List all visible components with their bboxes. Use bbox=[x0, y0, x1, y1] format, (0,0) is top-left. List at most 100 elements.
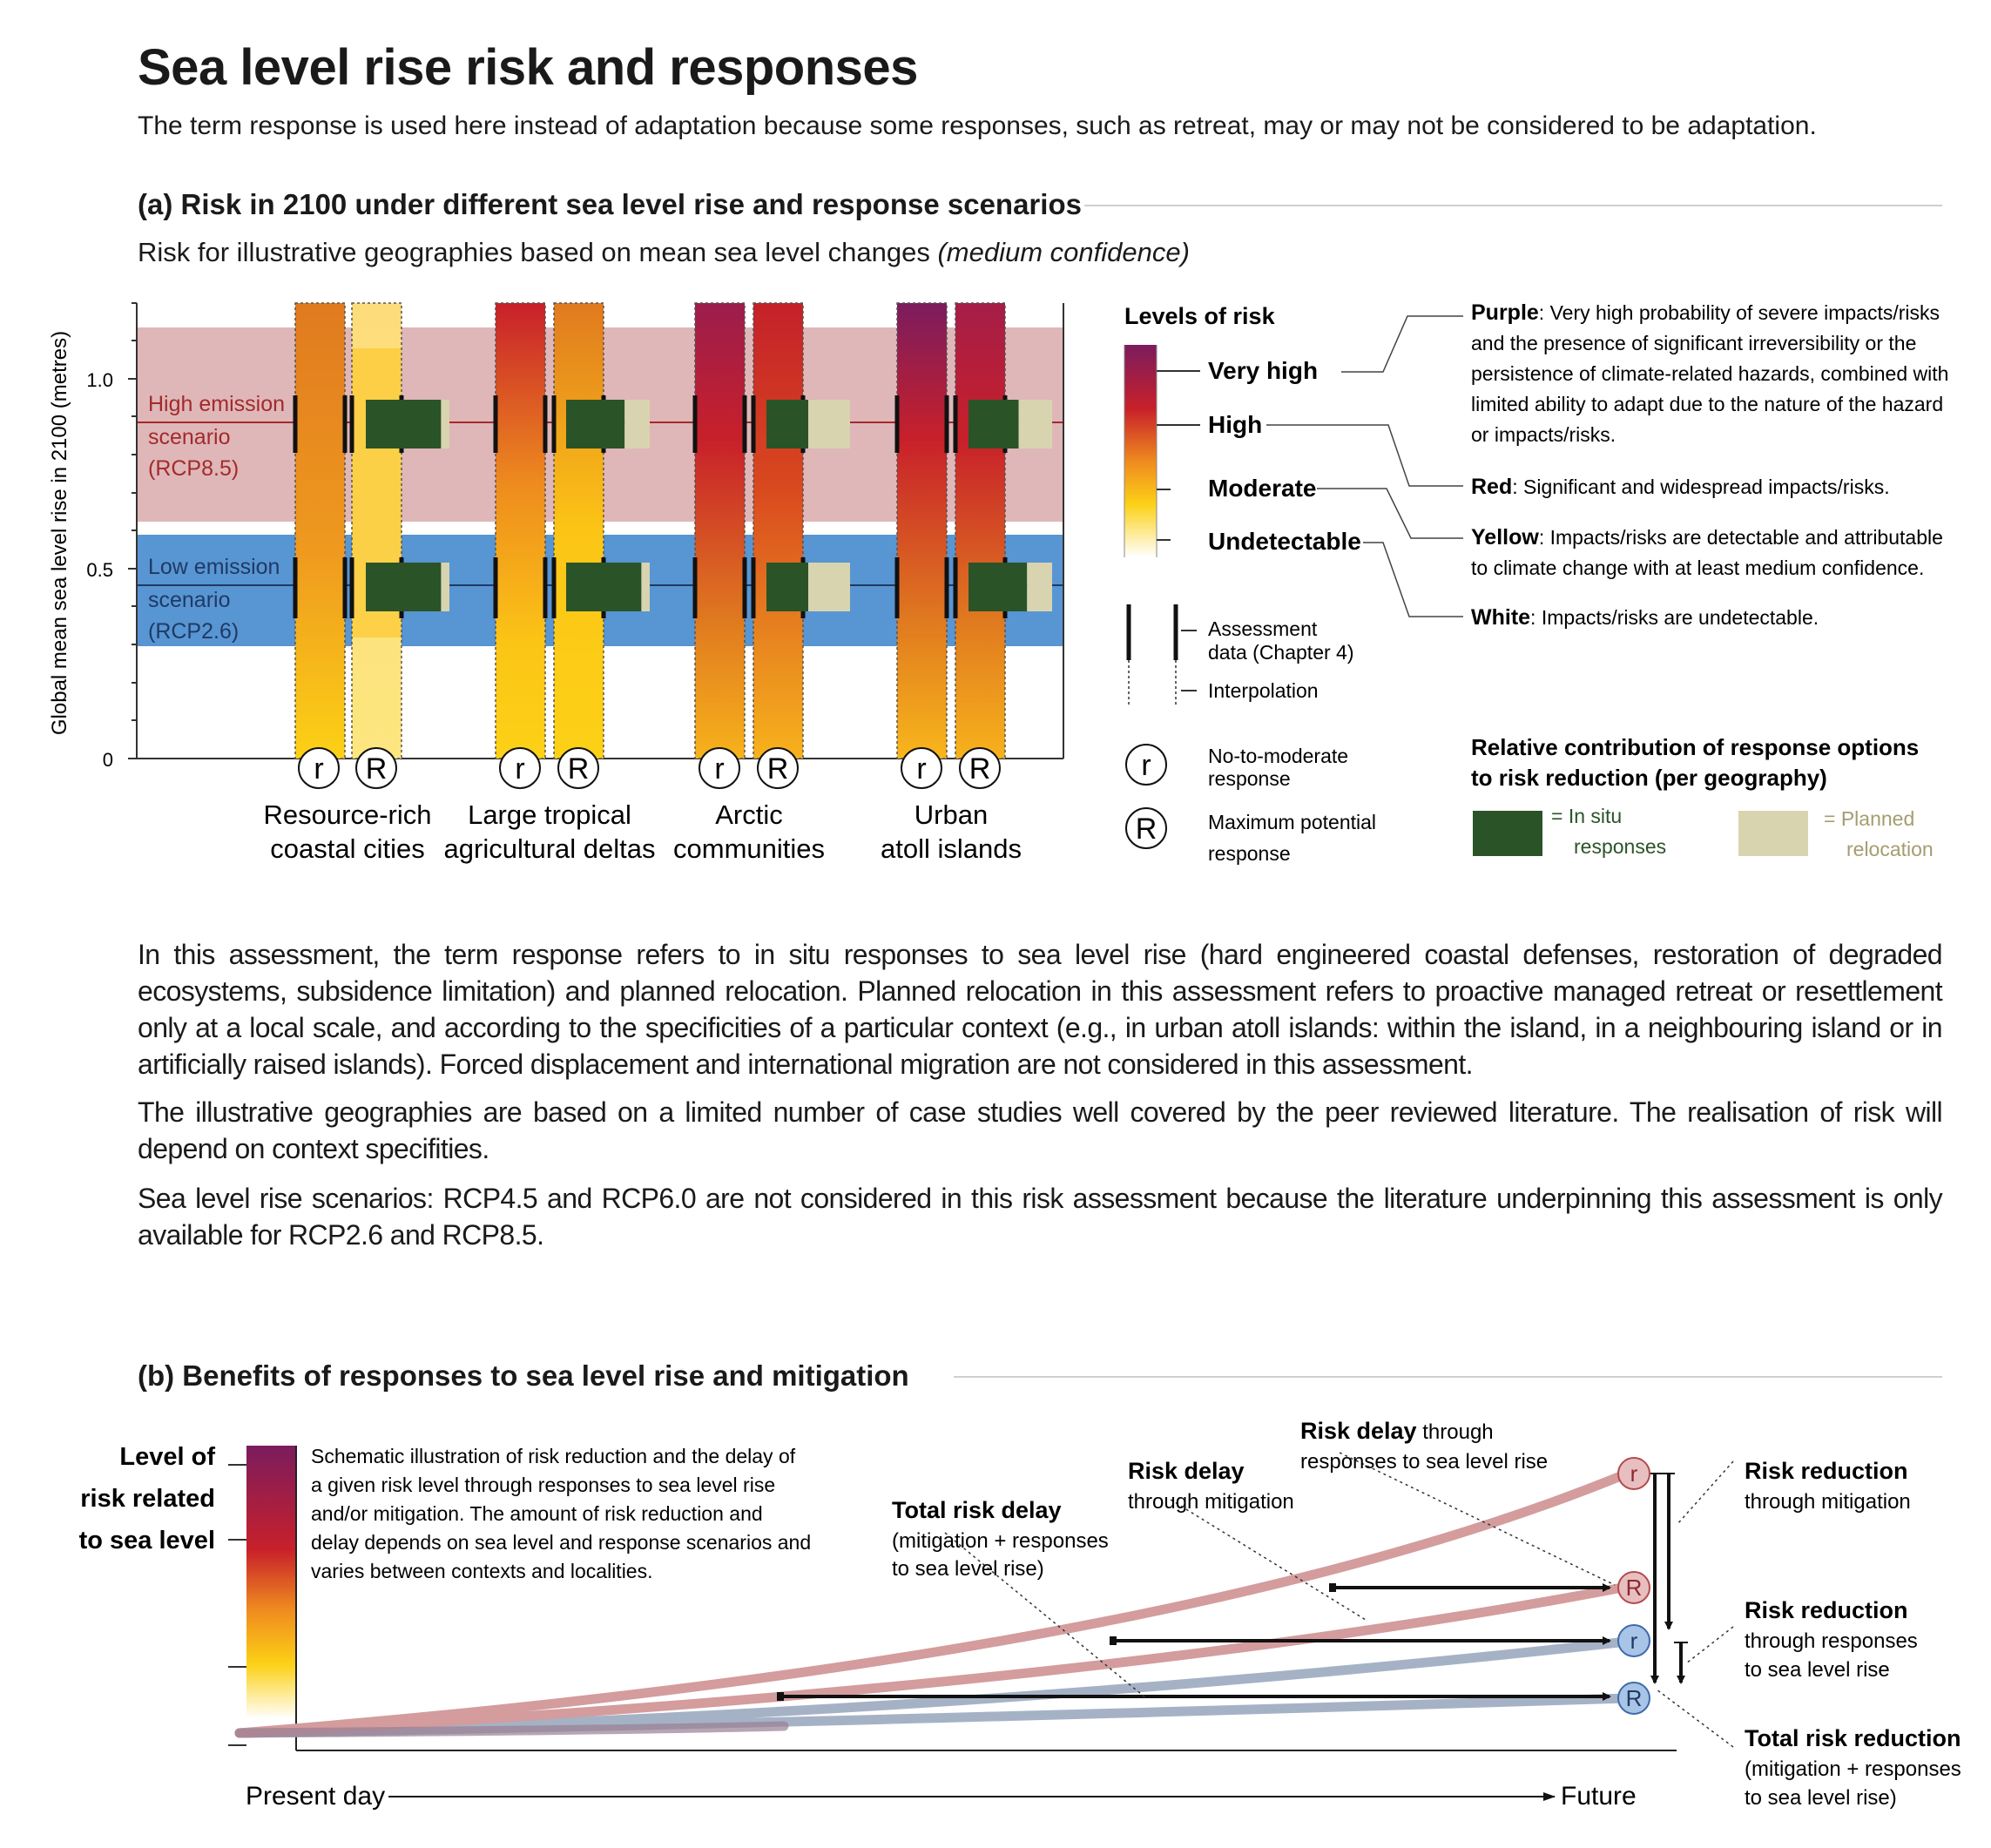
delay-mitigation-bold: Risk delay bbox=[1128, 1458, 1245, 1484]
circle-R-1-label: R bbox=[366, 752, 388, 786]
assessment-label-2: data (Chapter 4) bbox=[1208, 641, 1353, 664]
panel-b-risk-gradient bbox=[246, 1446, 296, 1719]
geo-3-line1: Arctic bbox=[715, 799, 783, 830]
end-circles: r R r R bbox=[1617, 1457, 1650, 1715]
circle-r-3 bbox=[699, 747, 740, 789]
delay-responses-bold: Risk delay bbox=[1300, 1418, 1417, 1444]
bar-atoll-R bbox=[955, 303, 1005, 759]
bar-atoll-r bbox=[897, 303, 947, 759]
bar-group-atoll bbox=[897, 303, 1005, 759]
panel-b-title: (b) Benefits of responses to sea level r… bbox=[138, 1359, 909, 1392]
end-circle-high-r-label: r bbox=[1630, 1460, 1638, 1487]
desc-line-1: Schematic illustration of risk reduction… bbox=[311, 1445, 796, 1467]
level-moderate: Moderate bbox=[1208, 475, 1316, 502]
assessment-paragraph-1: In this assessment, the term response re… bbox=[138, 939, 1943, 1080]
risk-chart: 0 0.5 1.0 Global mean sea level rise in … bbox=[48, 300, 1948, 865]
desc-line-5: varies between contexts and localities. bbox=[311, 1560, 653, 1582]
page-subtitle: The term response is used here instead o… bbox=[138, 111, 1817, 140]
y-tick-10: 1.0 bbox=[86, 369, 113, 391]
desc-line-4: delay depends on sea level and response … bbox=[311, 1531, 811, 1554]
planned-relocation-box bbox=[1027, 563, 1052, 611]
panel-b-ylabel-2: risk related bbox=[80, 1485, 215, 1513]
reduction-arrows bbox=[1650, 1474, 1685, 1684]
geo-3-line2: communities bbox=[673, 833, 825, 864]
end-circle-low-r-label: r bbox=[1630, 1628, 1638, 1654]
circle-r-2 bbox=[499, 747, 541, 789]
planned-swatch bbox=[1738, 811, 1808, 856]
no-to-moderate-label-2: response bbox=[1208, 767, 1291, 790]
assessment-paragraph-3: Sea level rise scenarios: RCP4.5 and RCP… bbox=[138, 1183, 1943, 1251]
geo-4-line2: atoll islands bbox=[881, 833, 1022, 864]
end-circle-low-R bbox=[1617, 1682, 1650, 1715]
desc-line-2: a given risk level through responses to … bbox=[311, 1474, 775, 1496]
circle-R-1 bbox=[355, 747, 397, 789]
curve-high-R bbox=[234, 1582, 1632, 1738]
panel-b-description: Schematic illustration of risk reduction… bbox=[311, 1445, 811, 1582]
panel-b-ylabel-1: Level of bbox=[119, 1443, 215, 1471]
high-scenario-label-2: scenario bbox=[148, 425, 231, 449]
svg-text:Purple: Very high probability: Purple: Very high probability of severe … bbox=[1471, 300, 1940, 325]
curve-high-r bbox=[234, 1468, 1632, 1738]
contribution-title-1: Relative contribution of response option… bbox=[1471, 734, 1919, 760]
in-situ-box bbox=[366, 400, 442, 449]
bar-arctic-r bbox=[695, 303, 745, 759]
bar-resource-rich-r bbox=[295, 303, 345, 759]
definition-connectors bbox=[1266, 315, 1463, 617]
bar-arctic-R bbox=[753, 303, 803, 759]
bar-group-resource-rich bbox=[295, 303, 402, 759]
reduction-responses-line-2: to sea level rise bbox=[1745, 1658, 1890, 1682]
planned-label-2: relocation bbox=[1846, 838, 1934, 860]
planned-relocation-box bbox=[624, 400, 650, 449]
in-situ-box bbox=[969, 563, 1028, 611]
total-delay-line-2: to sea level rise) bbox=[892, 1557, 1044, 1581]
assessment-paragraph-2: The illustrative geographies are based o… bbox=[138, 1096, 1943, 1164]
panel-b-ylabel-3: to sea level bbox=[79, 1527, 215, 1555]
delay-responses-rest: through bbox=[1417, 1420, 1494, 1444]
panel-a-title: (a) Risk in 2100 under different sea lev… bbox=[138, 188, 1082, 220]
circle-R-3 bbox=[757, 747, 799, 789]
panel-a-subtitle-main: Risk for illustrative geographies based … bbox=[138, 237, 938, 267]
svg-text:Red: Significant and widesprea: Red: Significant and widespread impacts/… bbox=[1471, 475, 1890, 499]
reduction-responses-bold: Risk reduction bbox=[1745, 1597, 1908, 1623]
in-situ-box bbox=[766, 400, 808, 449]
def-purple-line2: and the presence of significant irrevers… bbox=[1471, 332, 1916, 354]
panel-b-annotations: Risk delay through responses to sea leve… bbox=[892, 1418, 1961, 1810]
contribution-title-2: to risk reduction (per geography) bbox=[1471, 765, 1827, 791]
in-situ-box bbox=[766, 563, 808, 611]
panel-b-ylabel: Level of risk related to sea level bbox=[79, 1443, 216, 1555]
end-circle-high-r bbox=[1617, 1457, 1650, 1490]
maximum-label-1: Maximum potential bbox=[1208, 811, 1376, 833]
end-circle-low-r bbox=[1617, 1624, 1650, 1657]
svg-text:Risk delay through: Risk delay through bbox=[1300, 1418, 1494, 1444]
circle-r-3-label: r bbox=[714, 752, 724, 786]
circle-r-2-label: r bbox=[515, 752, 524, 786]
panel-a-subtitle-italic: (medium confidence) bbox=[937, 237, 1190, 267]
circle-r-4 bbox=[901, 747, 942, 789]
circle-R-3-label: R bbox=[767, 752, 789, 786]
geography-labels: Resource-rich coastal cities Large tropi… bbox=[264, 799, 1022, 864]
geo-2-line1: Large tropical bbox=[468, 799, 631, 830]
circle-r-1 bbox=[298, 747, 340, 789]
circle-R-4 bbox=[959, 747, 1001, 789]
def-purple-line1: : Very high probability of severe impact… bbox=[1539, 301, 1940, 324]
total-reduction-line-2: to sea level rise) bbox=[1745, 1786, 1897, 1810]
planned-relocation-box bbox=[808, 400, 850, 449]
end-circle-high-R bbox=[1617, 1571, 1650, 1604]
leader-lines bbox=[944, 1452, 1734, 1748]
no-to-moderate-label-1: No-to-moderate bbox=[1208, 745, 1348, 767]
bar-group-deltas bbox=[496, 303, 604, 759]
in-situ-box bbox=[566, 400, 625, 449]
def-purple-line3: persistence of climate-related hazards, … bbox=[1471, 362, 1948, 385]
page-title: Sea level rise risk and responses bbox=[138, 39, 918, 96]
maximum-label-2: response bbox=[1208, 842, 1291, 865]
in-situ-label-2: responses bbox=[1574, 835, 1666, 858]
circle-R-2-label: R bbox=[568, 752, 590, 786]
geo-2-line2: agricultural deltas bbox=[444, 833, 656, 864]
bar-deltas-R bbox=[554, 303, 604, 759]
end-circle-high-R-label: R bbox=[1626, 1575, 1643, 1601]
interpolation-label: Interpolation bbox=[1208, 679, 1319, 702]
desc-line-3: and/or mitigation. The amount of risk re… bbox=[311, 1502, 763, 1525]
def-white-text: : Impacts/risks are undetectable. bbox=[1530, 606, 1819, 629]
geo-1-line2: coastal cities bbox=[270, 833, 424, 864]
in-situ-box bbox=[366, 563, 442, 611]
